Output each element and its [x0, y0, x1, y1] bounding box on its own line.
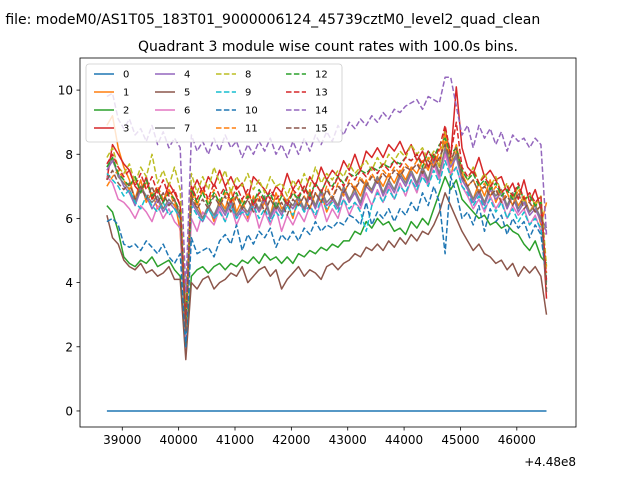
legend-label-14: 14	[315, 106, 328, 117]
series-line-14	[106, 76, 548, 293]
x-tick-label: 44000	[385, 433, 423, 447]
chart-title: Quadrant 3 module wise count rates with …	[138, 39, 518, 55]
x-tick-label: 39000	[103, 433, 141, 447]
legend-label-10: 10	[245, 106, 258, 117]
y-tick-label: 10	[58, 84, 73, 98]
y-axis: 0 2 4 6 8 10	[58, 84, 80, 418]
legend-label-7: 7	[184, 124, 190, 135]
legend-label-0: 0	[123, 70, 129, 81]
x-tick-label: 40000	[160, 433, 198, 447]
series-line-10	[106, 175, 548, 348]
legend-frame	[85, 63, 343, 143]
y-tick-label: 2	[65, 340, 73, 354]
legend-label-2: 2	[123, 106, 129, 117]
y-tick-label: 8	[65, 148, 73, 162]
legend-label-15: 15	[315, 124, 328, 135]
legend-label-5: 5	[184, 88, 190, 99]
legend-label-9: 9	[245, 88, 251, 99]
legend-label-11: 11	[245, 124, 258, 135]
legend-label-4: 4	[184, 70, 190, 81]
suptitle: n file: modeM0/AS1T05_183T01_9000006124_…	[0, 12, 540, 28]
legend-label-12: 12	[315, 70, 328, 81]
x-axis: 39000 40000 41000 42000 43000 44000 45000 46000	[103, 427, 536, 447]
series-line-2	[106, 175, 548, 348]
series-line-5	[106, 192, 548, 361]
x-tick-label: 42000	[272, 433, 310, 447]
x-tick-label: 41000	[216, 433, 254, 447]
y-tick-label: 4	[65, 276, 73, 290]
legend-label-8: 8	[245, 70, 251, 81]
x-offset-label: +4.48e8	[524, 455, 576, 469]
legend-label-1: 1	[123, 88, 129, 99]
y-tick-label: 0	[65, 404, 73, 418]
legend-label-13: 13	[315, 88, 328, 99]
legend-label-3: 3	[123, 124, 129, 135]
y-tick-label: 6	[65, 212, 73, 226]
x-tick-label: 43000	[329, 433, 367, 447]
series-line-8	[106, 131, 548, 313]
legend-label-6: 6	[184, 106, 190, 117]
x-tick-label: 45000	[441, 433, 479, 447]
axes-frame	[79, 57, 577, 428]
series-line-15	[106, 143, 548, 332]
series-layer	[106, 76, 548, 412]
x-tick-label: 46000	[498, 433, 536, 447]
